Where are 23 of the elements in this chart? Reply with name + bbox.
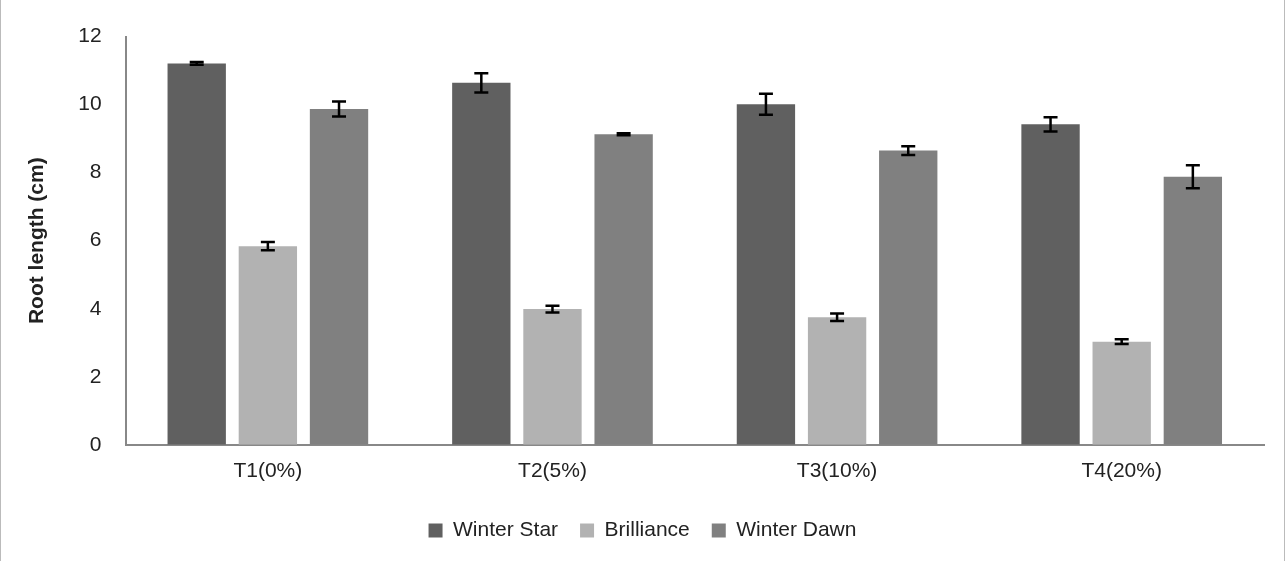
y-tick-label: 0 <box>89 431 102 455</box>
bar <box>1092 341 1151 445</box>
x-tick-label: T4(20%) <box>1081 458 1162 482</box>
bar <box>807 317 867 445</box>
x-tick-label: T2(5%) <box>518 458 587 482</box>
y-tick-label: 4 <box>89 295 102 319</box>
y-tick-label: 2 <box>89 363 102 387</box>
y-tick-label: 8 <box>89 159 102 183</box>
bar <box>523 309 582 445</box>
y-tick-label: 6 <box>89 227 102 251</box>
x-tick-label: T3(10%) <box>796 458 878 482</box>
legend-label: Winter Dawn <box>736 517 857 541</box>
bar <box>167 63 226 445</box>
bar <box>1021 124 1080 445</box>
y-axis-title: Root length (cm) <box>24 157 48 325</box>
legend-label: Brilliance <box>604 517 690 541</box>
bar <box>238 246 298 445</box>
bar <box>452 82 511 445</box>
legend-label: Winter Star <box>453 517 559 541</box>
y-tick-label: 12 <box>78 23 102 47</box>
y-tick-label: 10 <box>78 91 102 115</box>
bar <box>736 104 796 445</box>
x-tick-label: T1(0%) <box>233 458 303 482</box>
